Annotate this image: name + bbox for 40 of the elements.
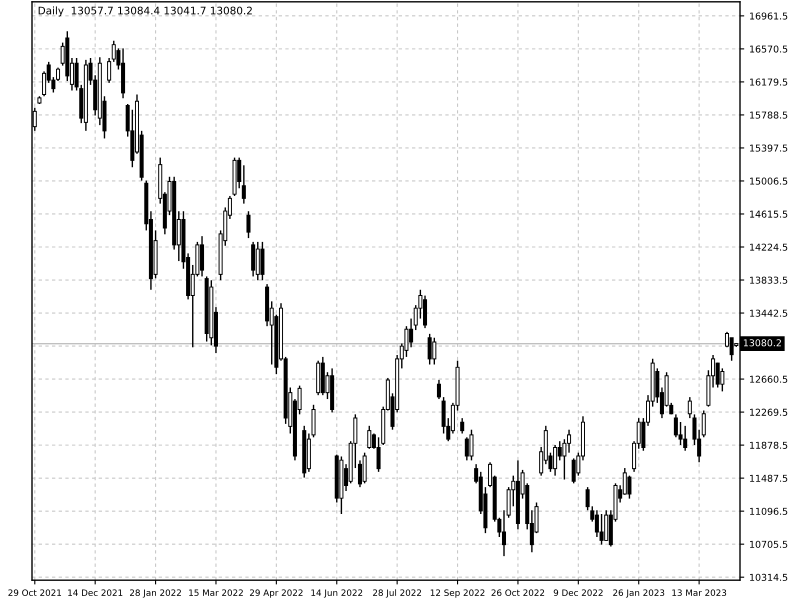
y-tick-label: 14224.5 [750,244,788,251]
y-tick-label: 11878.5 [750,442,788,449]
candlestick [586,486,590,511]
x-tick-label: 14 Jun 2022 [311,589,362,598]
x-tick-label: 29 Oct 2021 [8,589,62,596]
candlestick [627,474,632,500]
y-tick-label: 15397.5 [750,144,788,152]
y-tick-label: 12269.5 [750,408,788,416]
y-tick-label: 12660.5 [750,376,788,383]
candlestick [469,429,474,462]
candlestick [688,396,692,419]
x-tick-label: 29 Apr 2022 [250,589,303,598]
y-tick-label: 10314.5 [750,574,788,581]
y-tick-label: 15006.5 [750,178,788,185]
y-tick-label: 11096.5 [750,508,788,515]
candlestick [246,210,251,239]
x-tick-label: 9 Dec 2022 [554,589,603,596]
x-tick-label: 15 Mar 2022 [189,589,243,596]
candlestick [242,164,246,204]
x-tick-label: 12 Sep 2022 [430,589,484,598]
ref-line-label: 13080.2 [744,339,781,346]
y-tick-label: 11487.5 [750,474,788,482]
x-tick-label: 26 Jan 2023 [613,589,664,598]
y-tick-label: 16179.5 [750,78,788,86]
candlestick [460,417,464,434]
x-tick-label: 28 Jul 2022 [373,589,422,598]
x-tick-label: 13 Mar 2023 [672,589,726,596]
x-tick-label: 14 Dec 2021 [68,589,122,596]
y-tick-label: 16961.5 [750,12,788,20]
y-tick-label: 16570.5 [750,45,788,53]
candlestick [436,379,441,400]
chart-title: Daily 13057.7 13084.4 13041.7 13080.2 [38,6,252,17]
x-tick-label: 26 Oct 2022 [492,589,544,596]
y-tick-label: 10705.5 [750,540,788,548]
x-tick-label: 28 Jan 2022 [130,589,181,598]
y-tick-label: 14615.5 [750,210,788,218]
y-tick-label: 13833.5 [750,276,788,284]
y-tick-label: 13442.5 [750,310,788,317]
candlestick [502,509,506,557]
y-tick-label: 15788.5 [750,112,788,119]
